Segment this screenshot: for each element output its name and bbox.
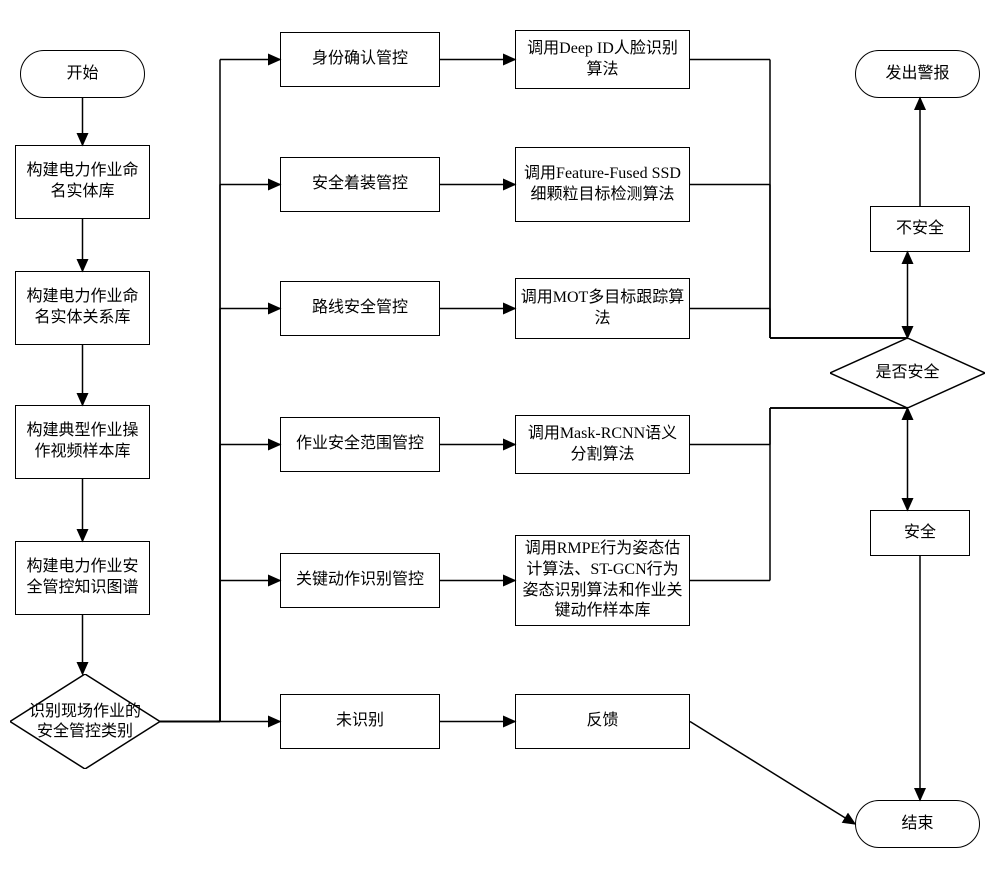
node-col1_4: 构建电力作业安全管控知识图谱	[15, 541, 150, 615]
node-cat_scope: 作业安全范围管控	[280, 417, 440, 472]
node-label: 关键动作识别管控	[296, 570, 424, 591]
node-label: 身份确认管控	[312, 49, 408, 70]
node-label: 结束	[901, 814, 933, 835]
node-cat_unrec: 未识别	[280, 694, 440, 749]
node-label: 构建电力作业命名实体关系库	[20, 287, 145, 329]
node-unsafe: 不安全	[870, 206, 970, 252]
node-label: 识别现场作业的安全管控类别	[26, 702, 144, 742]
node-label: 构建电力作业安全管控知识图谱	[20, 557, 145, 599]
node-label: 调用MOT多目标跟踪算法	[520, 288, 685, 330]
node-label: 作业安全范围管控	[296, 434, 424, 455]
node-label: 发出警报	[885, 64, 949, 85]
node-alarm: 发出警报	[855, 50, 980, 98]
node-algo_ssd: 调用Feature-Fused SSD细颗粒目标检测算法	[515, 147, 690, 222]
node-label: 开始	[66, 64, 98, 85]
node-label: 调用RMPE行为姿态估计算法、ST-GCN行为姿态识别算法和作业关键动作样本库	[520, 539, 685, 622]
node-label: 未识别	[336, 711, 384, 732]
node-start: 开始	[20, 50, 145, 98]
node-label: 不安全	[896, 219, 944, 240]
node-end: 结束	[855, 800, 980, 848]
node-label: 调用Deep ID人脸识别算法	[520, 39, 685, 81]
node-cat_identity: 身份确认管控	[280, 32, 440, 87]
node-label: 反馈	[586, 711, 618, 732]
node-label: 安全着装管控	[312, 174, 408, 195]
node-label: 构建典型作业操作视频样本库	[20, 421, 145, 463]
node-decision1: 识别现场作业的安全管控类别	[10, 674, 160, 769]
node-col1_1: 构建电力作业命名实体库	[15, 145, 150, 219]
node-safe: 安全	[870, 510, 970, 556]
node-cat_action: 关键动作识别管控	[280, 553, 440, 608]
node-label: 是否安全	[875, 363, 939, 383]
node-label: 调用Mask-RCNN语义分割算法	[520, 424, 685, 466]
node-col1_3: 构建典型作业操作视频样本库	[15, 405, 150, 479]
node-algo_rmpe: 调用RMPE行为姿态估计算法、ST-GCN行为姿态识别算法和作业关键动作样本库	[515, 535, 690, 626]
node-decision2: 是否安全	[830, 338, 985, 408]
node-col1_2: 构建电力作业命名实体关系库	[15, 271, 150, 345]
node-cat_dress: 安全着装管控	[280, 157, 440, 212]
node-cat_route: 路线安全管控	[280, 281, 440, 336]
node-label: 调用Feature-Fused SSD细颗粒目标检测算法	[520, 164, 685, 206]
node-label: 构建电力作业命名实体库	[20, 161, 145, 203]
node-algo_mot: 调用MOT多目标跟踪算法	[515, 278, 690, 339]
node-algo_mask: 调用Mask-RCNN语义分割算法	[515, 415, 690, 474]
node-label: 安全	[904, 523, 936, 544]
node-feedback: 反馈	[515, 694, 690, 749]
node-algo_deepid: 调用Deep ID人脸识别算法	[515, 30, 690, 89]
node-label: 路线安全管控	[312, 298, 408, 319]
